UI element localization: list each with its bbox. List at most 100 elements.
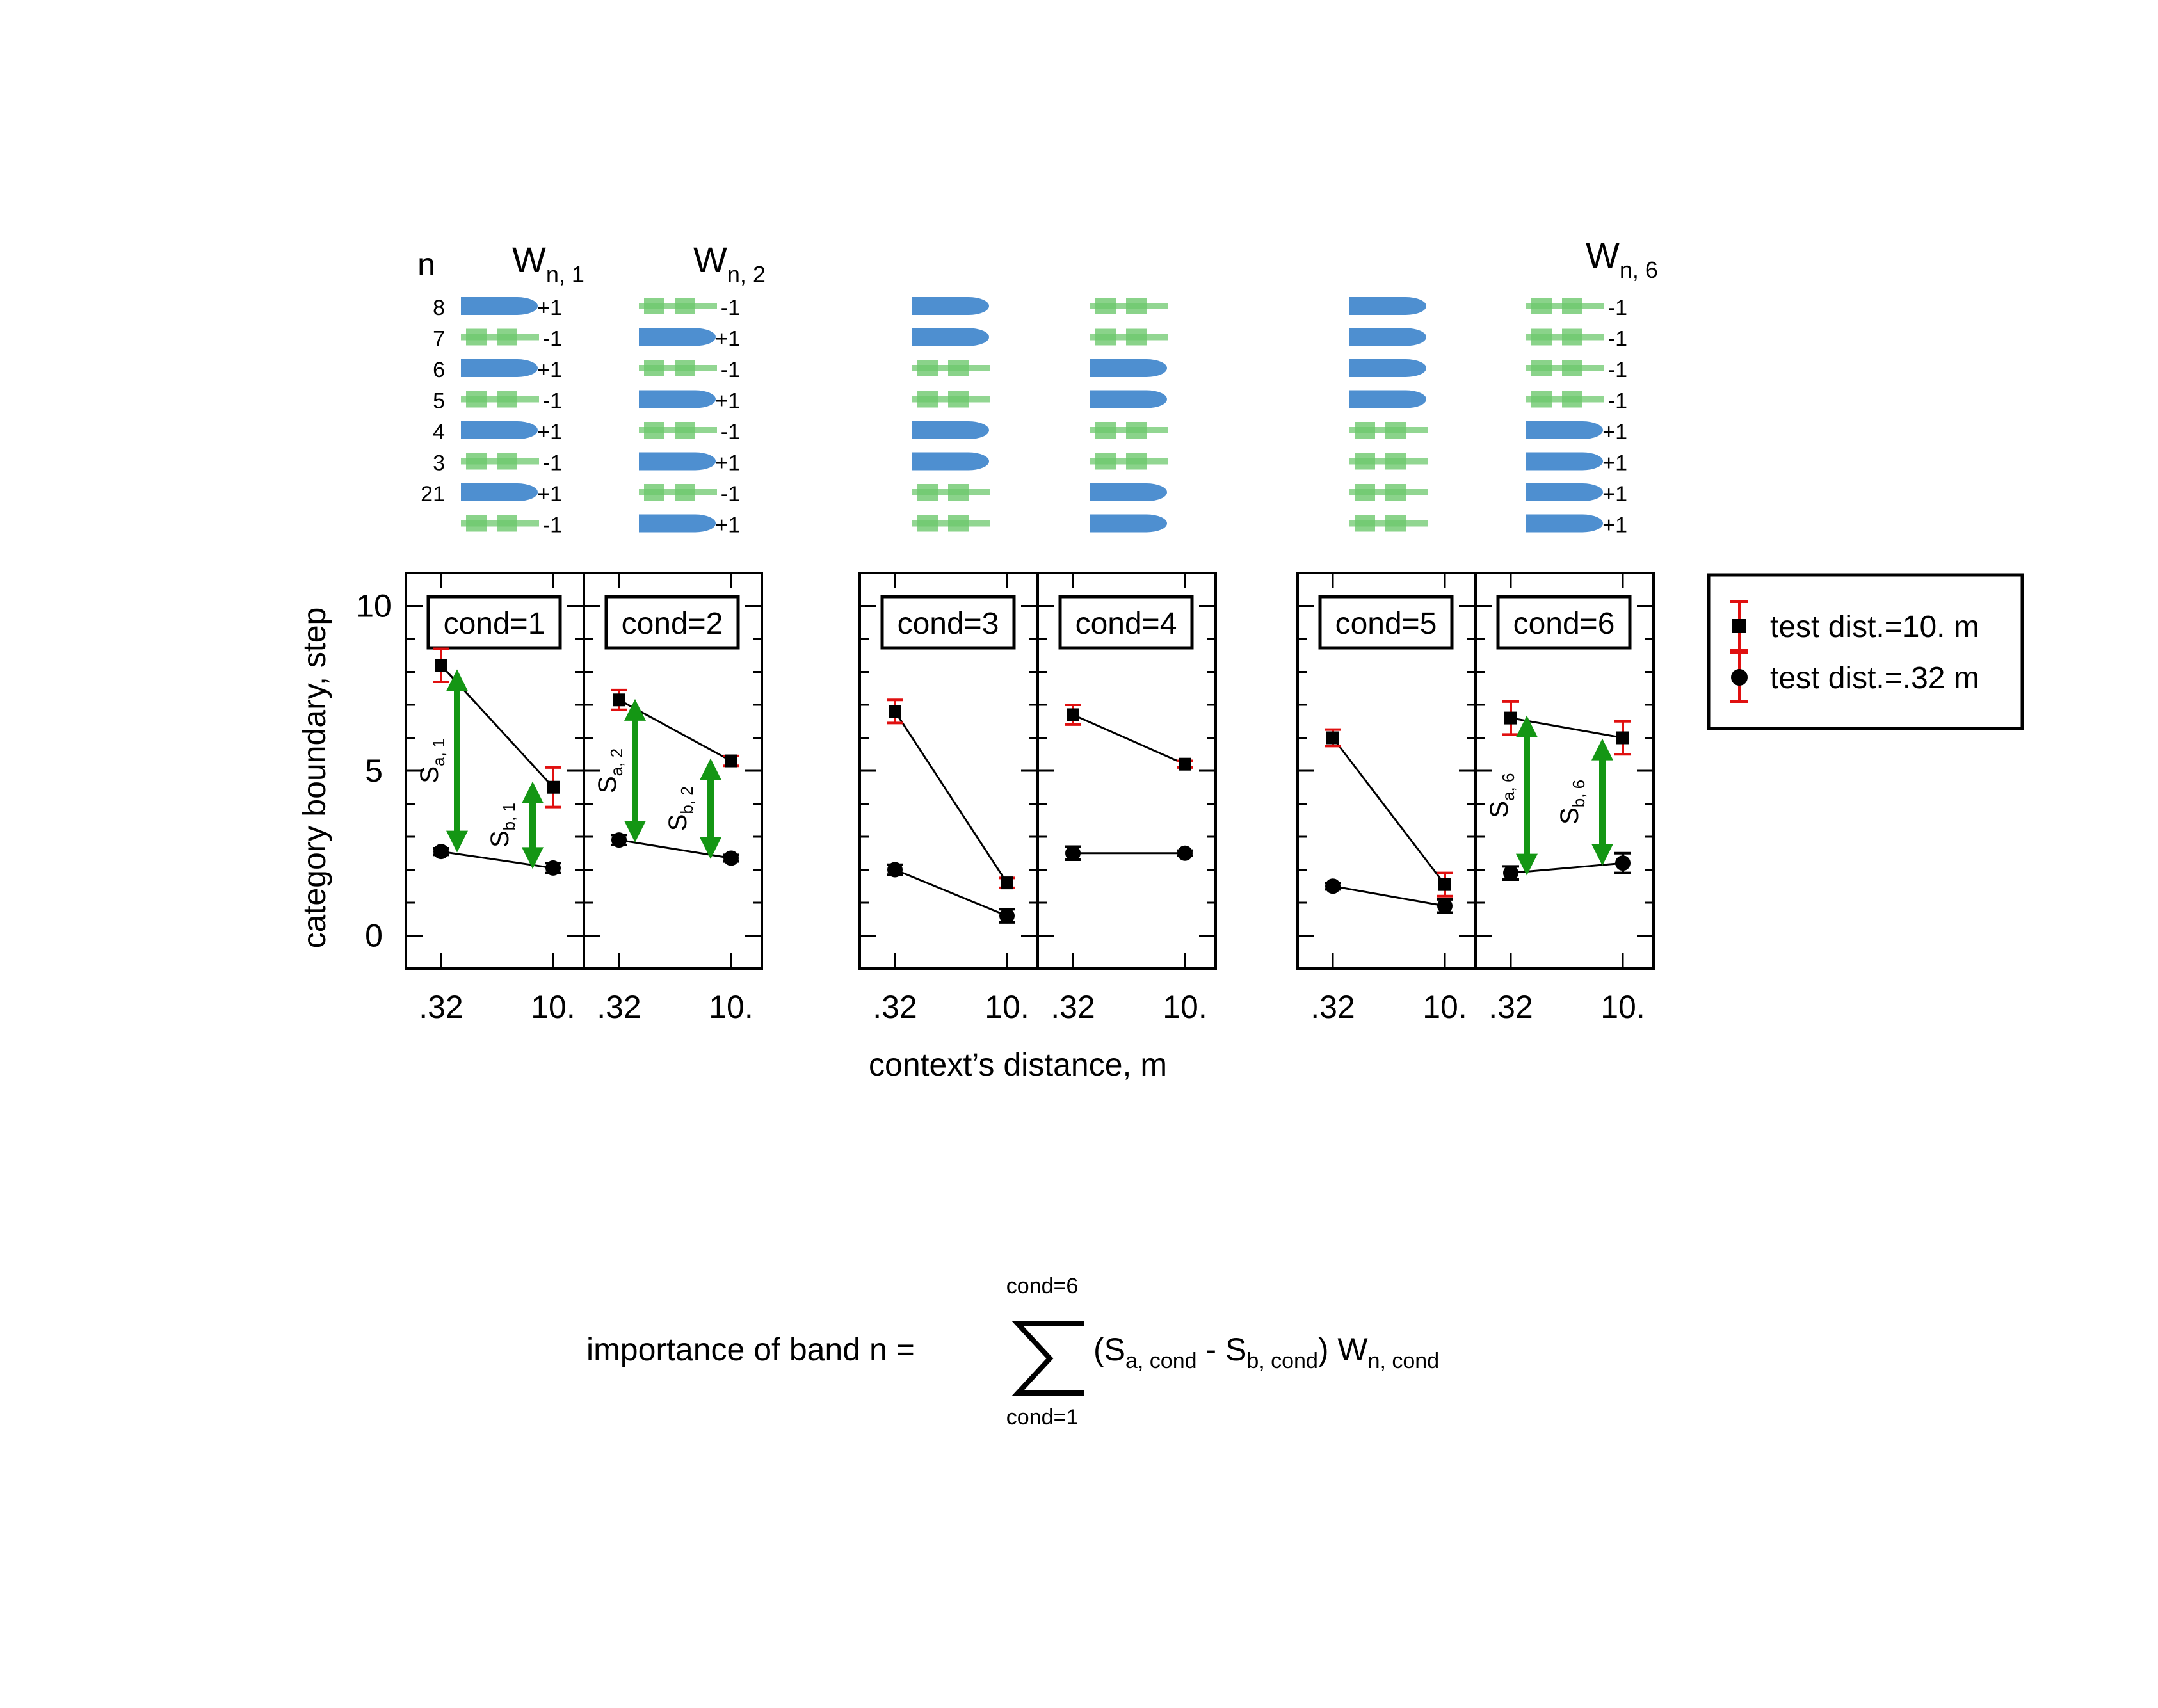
square-point [547, 780, 560, 794]
square-point [1067, 708, 1079, 721]
blue-band-glyph [912, 452, 989, 471]
panel-title: cond=2 [622, 607, 723, 641]
weight-value: +1 [715, 513, 740, 538]
green-band-block [497, 328, 517, 346]
blue-band-glyph [1526, 452, 1603, 471]
blue-band-right [1116, 514, 1167, 533]
arrow-head-down [446, 830, 468, 853]
square-point [1001, 876, 1013, 890]
x-tick-label: 10. [985, 989, 1029, 1025]
green-band-block [644, 360, 664, 376]
summation-sigma [1011, 1321, 1084, 1396]
circle-point [1325, 878, 1341, 894]
green-band-block [1385, 422, 1406, 439]
weight-value: -1 [1608, 358, 1627, 382]
green-band-glyph [1090, 422, 1168, 439]
blue-band-glyph [639, 514, 716, 533]
green-band-block [1355, 484, 1375, 501]
square-point [1326, 731, 1339, 745]
weight-column-cond-2: -1 +1 -1 +1 -1 +1 -1 +1 [639, 296, 740, 538]
blue-band-glyph [1349, 297, 1426, 315]
blue-band-right [1116, 483, 1167, 501]
panel-cond-5: .32 10. cond=5 [1296, 572, 1477, 1025]
weight-column-cond-4 [1090, 298, 1168, 533]
green-band-block [1531, 298, 1552, 314]
blue-band-glyph [461, 421, 538, 439]
weight-value: -1 [543, 389, 562, 414]
arrow-label: Sb, 6 [1556, 780, 1588, 825]
circle-point [723, 850, 739, 866]
band-number: 4 [433, 420, 445, 444]
circle-point [1177, 845, 1193, 861]
green-band-block [497, 453, 517, 470]
green-band-block [917, 484, 938, 501]
green-band-block [948, 360, 969, 376]
panel-cond-1: .32 10. cond=1 Sa, 1 Sb, 1 [405, 572, 585, 1025]
blue-band-right [1552, 421, 1603, 439]
blue-band-glyph [1090, 390, 1167, 408]
sum-upper-limit: cond=6 [1006, 1274, 1079, 1298]
weight-column-cond-3 [912, 297, 990, 532]
green-band-glyph [1349, 484, 1428, 501]
difference-arrow: Sa, 6 [1485, 715, 1538, 876]
x-tick-label: 10. [531, 989, 576, 1025]
panel-title-frame [1058, 595, 1194, 650]
weight-value: +1 [1602, 420, 1627, 444]
arrow-label: Sb, 1 [486, 803, 519, 848]
green-band-glyph [1090, 328, 1168, 346]
weight-value: -1 [543, 451, 562, 476]
band-number: 7 [433, 327, 445, 351]
green-band-block [1095, 328, 1116, 346]
weight-value: -1 [721, 358, 740, 382]
circle-point [545, 860, 561, 876]
green-band-glyph [639, 360, 717, 376]
panel-title-frame [880, 595, 1016, 650]
x-tick-label: 10. [1422, 989, 1467, 1025]
green-band-glyph [461, 453, 539, 470]
y-tick-labels: 10 5 0 [356, 588, 392, 954]
square-series-line [1072, 714, 1186, 766]
blue-band-right [1116, 390, 1167, 408]
panel-title-box: cond=6 [1496, 595, 1632, 650]
circle-point [433, 844, 449, 860]
green-band-block [917, 360, 938, 376]
arrow-label: Sa, 6 [1485, 773, 1518, 818]
green-band-block [675, 484, 695, 501]
green-band-glyph [912, 360, 990, 376]
green-band-block [1531, 391, 1552, 408]
band-number: 21 [421, 482, 445, 506]
blue-band-right [664, 390, 716, 408]
green-band-block [466, 391, 487, 408]
panel-title-box: cond=5 [1318, 595, 1454, 650]
square-point [435, 659, 447, 672]
blue-band-right [1552, 452, 1603, 471]
green-band-block [497, 391, 517, 408]
blue-band-glyph [1349, 359, 1426, 377]
x-tick-label: 10. [709, 989, 753, 1025]
arrow-head-up [1516, 715, 1538, 737]
x-axis-label: context’s distance, m [869, 1047, 1167, 1083]
green-band-block [948, 391, 969, 408]
blue-band-glyph [461, 297, 538, 315]
weight-value: -1 [1608, 296, 1627, 320]
blue-band-right [1552, 483, 1603, 501]
blue-band-right [938, 328, 989, 346]
blue-band-right [938, 452, 989, 471]
blue-band-glyph [1090, 514, 1167, 533]
circle-point [1437, 898, 1453, 914]
green-band-block [948, 484, 969, 501]
blue-band-right [938, 297, 989, 315]
weight-value: +1 [537, 420, 562, 444]
formula-lhs: importance of band n = [586, 1332, 915, 1367]
green-band-block [948, 515, 969, 532]
green-band-block [675, 422, 695, 439]
weight-header: Wn, 2 [693, 239, 766, 287]
green-band-block [1126, 298, 1147, 314]
arrow-head-up [624, 698, 646, 721]
difference-arrow: Sa, 2 [593, 698, 646, 843]
arrow-head-up [446, 669, 468, 691]
arrow-head-up [522, 781, 544, 803]
green-band-block [1531, 328, 1552, 346]
x-tick-label: .32 [1051, 989, 1095, 1025]
